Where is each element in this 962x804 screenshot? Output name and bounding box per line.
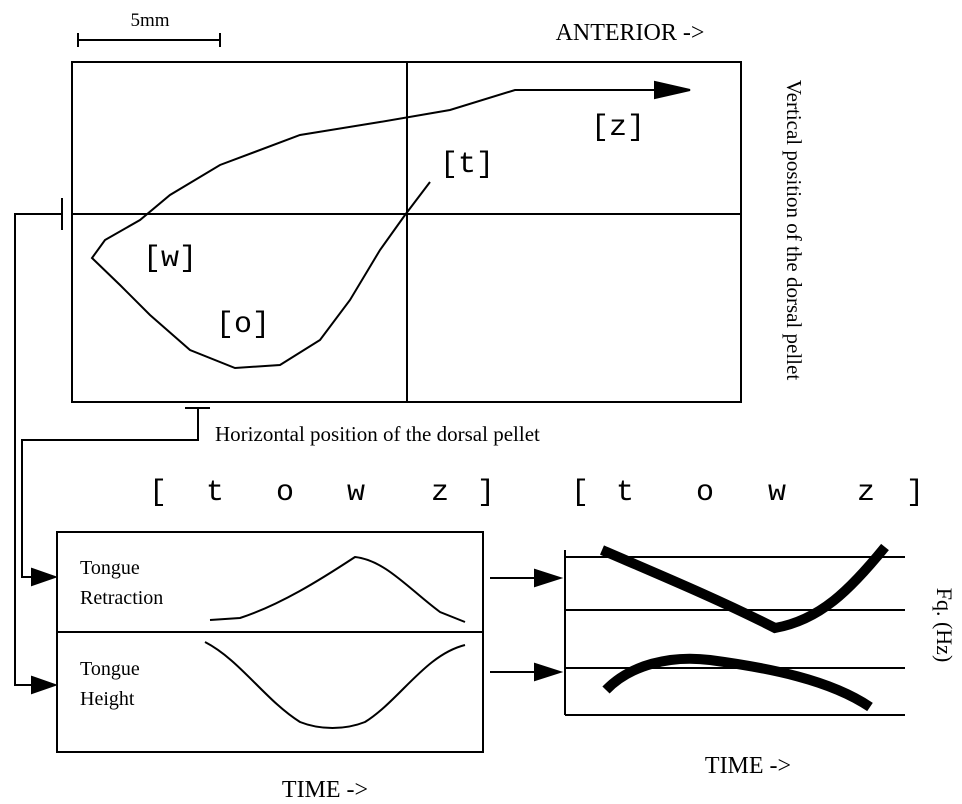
phone-label: [o]: [216, 308, 270, 342]
transcription: z: [857, 476, 875, 510]
transcription: t: [616, 476, 634, 510]
transcription: t: [206, 476, 224, 510]
transcription: [: [571, 476, 589, 510]
formant-band: [602, 653, 873, 712]
transcription: o: [696, 476, 714, 510]
panel-label: Height: [80, 688, 135, 710]
transcription: w: [768, 476, 786, 510]
phone-label: [w]: [143, 242, 197, 276]
panel-label: Tongue: [80, 557, 140, 579]
scale-label: 5mm: [130, 10, 169, 31]
arrow-head: [31, 567, 59, 587]
height-curve: [204, 641, 466, 729]
freq-label: Fq. (Hz): [932, 588, 957, 663]
connector: [14, 213, 62, 686]
horizontal-label: Horizontal position of the dorsal pellet: [215, 422, 540, 446]
panel-label: Retraction: [80, 587, 163, 609]
transcription: o: [276, 476, 294, 510]
connector: [21, 408, 199, 578]
transcription: z: [431, 476, 449, 510]
formant-band: [600, 543, 889, 634]
time-label: TIME ->: [282, 777, 368, 803]
trajectory: [90, 89, 660, 370]
arrow-head: [654, 80, 691, 100]
vertical-label: Vertical position of the dorsal pellet: [782, 80, 806, 381]
transcription: ]: [477, 476, 495, 510]
transcription: [: [149, 476, 167, 510]
panel-label: Tongue: [80, 658, 140, 680]
phone-label: [t]: [440, 148, 494, 182]
anterior-label: ANTERIOR ->: [556, 20, 705, 46]
transcription: w: [347, 476, 365, 510]
arrow-head: [534, 662, 564, 682]
phone-label: [z]: [591, 111, 645, 145]
retraction-curve: [209, 555, 466, 623]
left-box: [56, 531, 484, 753]
arrow-head: [534, 568, 564, 588]
time-label: TIME ->: [705, 753, 791, 779]
arrow-head: [31, 675, 59, 695]
transcription: ]: [906, 476, 924, 510]
